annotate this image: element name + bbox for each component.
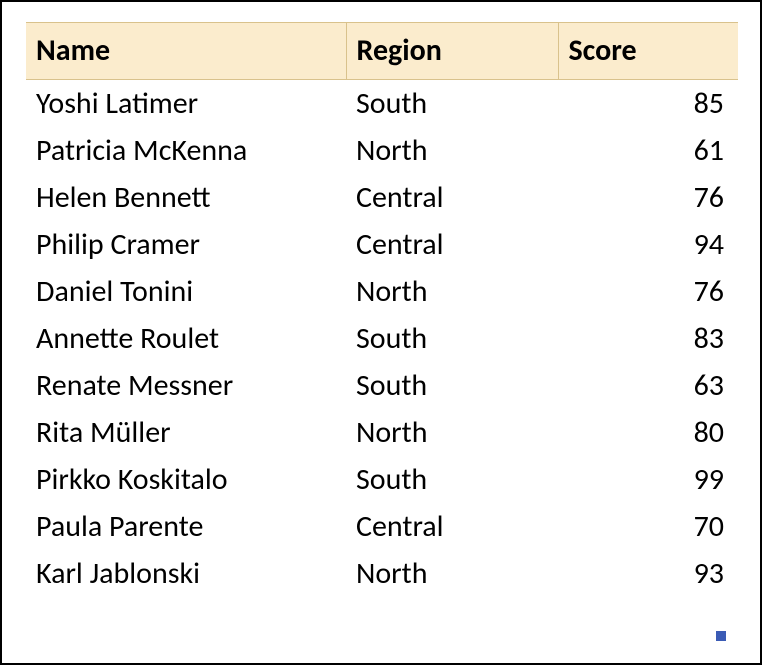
cell-region: North xyxy=(346,268,558,315)
col-header-name: Name xyxy=(26,23,346,80)
cell-score: 63 xyxy=(558,362,738,409)
cell-name: Renate Messner xyxy=(26,362,346,409)
cell-name: Philip Cramer xyxy=(26,221,346,268)
table-row: Paula Parente Central 70 xyxy=(26,503,738,550)
page-frame: Name Region Score Yoshi Latimer South 85… xyxy=(0,0,762,665)
cell-region: South xyxy=(346,456,558,503)
cell-score: 61 xyxy=(558,127,738,174)
cell-region: Central xyxy=(346,174,558,221)
cell-score: 70 xyxy=(558,503,738,550)
cell-region: South xyxy=(346,80,558,128)
end-mark-icon xyxy=(716,631,726,641)
cell-score: 99 xyxy=(558,456,738,503)
col-header-score: Score xyxy=(558,23,738,80)
table-row: Pirkko Koskitalo South 99 xyxy=(26,456,738,503)
cell-name: Helen Bennett xyxy=(26,174,346,221)
col-header-region: Region xyxy=(346,23,558,80)
table-row: Patricia McKenna North 61 xyxy=(26,127,738,174)
cell-name: Rita Müller xyxy=(26,409,346,456)
table-row: Daniel Tonini North 76 xyxy=(26,268,738,315)
cell-name: Paula Parente xyxy=(26,503,346,550)
cell-score: 94 xyxy=(558,221,738,268)
cell-region: North xyxy=(346,550,558,597)
cell-score: 76 xyxy=(558,268,738,315)
cell-score: 80 xyxy=(558,409,738,456)
cell-region: Central xyxy=(346,503,558,550)
cell-score: 83 xyxy=(558,315,738,362)
table-row: Renate Messner South 63 xyxy=(26,362,738,409)
table-row: Yoshi Latimer South 85 xyxy=(26,80,738,128)
cell-score: 76 xyxy=(558,174,738,221)
table-row: Annette Roulet South 83 xyxy=(26,315,738,362)
cell-region: North xyxy=(346,409,558,456)
table-row: Rita Müller North 80 xyxy=(26,409,738,456)
cell-name: Annette Roulet xyxy=(26,315,346,362)
cell-name: Patricia McKenna xyxy=(26,127,346,174)
scores-table: Name Region Score Yoshi Latimer South 85… xyxy=(26,22,738,597)
cell-name: Karl Jablonski xyxy=(26,550,346,597)
cell-region: Central xyxy=(346,221,558,268)
cell-name: Daniel Tonini xyxy=(26,268,346,315)
table-row: Philip Cramer Central 94 xyxy=(26,221,738,268)
cell-region: South xyxy=(346,315,558,362)
cell-name: Yoshi Latimer xyxy=(26,80,346,128)
table-row: Helen Bennett Central 76 xyxy=(26,174,738,221)
cell-name: Pirkko Koskitalo xyxy=(26,456,346,503)
cell-score: 85 xyxy=(558,80,738,128)
table-row: Karl Jablonski North 93 xyxy=(26,550,738,597)
cell-region: South xyxy=(346,362,558,409)
cell-score: 93 xyxy=(558,550,738,597)
cell-region: North xyxy=(346,127,558,174)
table-header-row: Name Region Score xyxy=(26,23,738,80)
table-body: Yoshi Latimer South 85 Patricia McKenna … xyxy=(26,80,738,598)
